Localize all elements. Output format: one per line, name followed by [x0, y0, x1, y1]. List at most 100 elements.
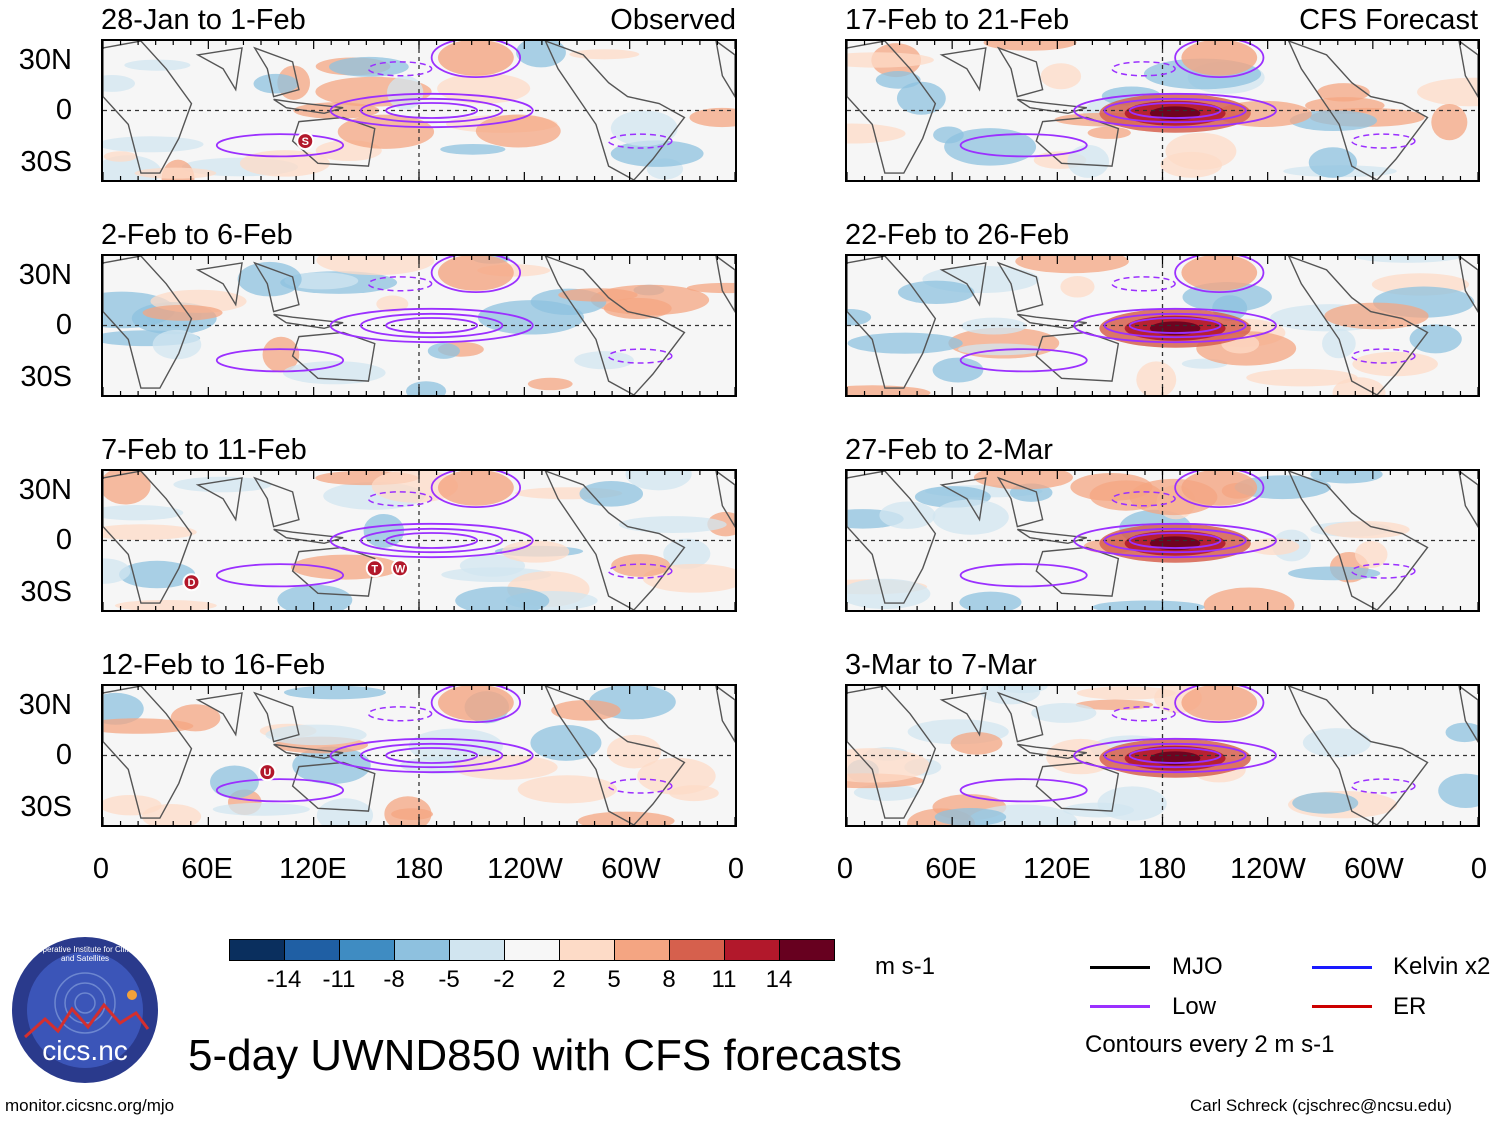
lat-label: 0 — [55, 309, 72, 341]
lon-label: 60E — [925, 853, 977, 885]
map-left-4: U — [101, 684, 737, 827]
map-svg — [847, 471, 1478, 610]
colorbar-tick-label: -14 — [266, 966, 302, 993]
colorbar-swatch — [559, 939, 615, 961]
colorbar-swatch — [394, 939, 450, 961]
cics-logo: cics.nc Cooperative Institute for Climat… — [10, 935, 160, 1085]
lat-label: 30S — [20, 146, 72, 178]
storm-marker: S — [296, 132, 315, 151]
lat-label: 0 — [55, 94, 72, 126]
colorbar-swatch — [724, 939, 780, 961]
lon-label: 120E — [279, 853, 347, 885]
colorbar-units: m s-1 — [875, 953, 935, 980]
panel-title: 22-Feb to 26-Feb — [845, 219, 1070, 251]
lon-label: 0 — [92, 853, 110, 885]
colorbar-swatch — [779, 939, 835, 961]
svg-text:T: T — [371, 563, 378, 575]
lon-label: 60W — [1344, 853, 1404, 885]
legend-line-kelvin — [1312, 966, 1372, 969]
legend-line-low — [1090, 1005, 1150, 1008]
legend-line-er — [1312, 1005, 1372, 1008]
colorbar-swatch — [449, 939, 505, 961]
legend-note: Contours every 2 m s-1 — [1085, 1031, 1335, 1058]
storm-marker: T — [365, 559, 384, 578]
lon-label: 120E — [1023, 853, 1091, 885]
footer-url: monitor.cicsnc.org/mjo — [5, 1096, 175, 1115]
legend-label-mjo: MJO — [1172, 953, 1223, 980]
colorbar-swatch — [504, 939, 560, 961]
map-right-4 — [845, 684, 1480, 827]
colorbar-swatch — [284, 939, 340, 961]
footer-credit: Carl Schreck (cjschrec@ncsu.edu) — [1190, 1096, 1452, 1115]
colorbar-swatch — [229, 939, 285, 961]
lon-label: 0 — [1470, 853, 1488, 885]
map-svg: U — [103, 686, 735, 825]
colorbar-tick-label: -2 — [493, 966, 515, 993]
lon-label: 0 — [836, 853, 854, 885]
map-right-2 — [845, 254, 1480, 397]
legend-label-er: ER — [1393, 993, 1427, 1020]
lat-label: 30N — [18, 259, 72, 291]
lon-label: 0 — [727, 853, 745, 885]
map-svg: S — [103, 41, 735, 180]
panel-title: 2-Feb to 6-Feb — [101, 219, 293, 251]
map-left-1: S — [101, 39, 737, 182]
lat-label: 0 — [55, 739, 72, 771]
colorbar-tick-label: 11 — [711, 966, 737, 993]
panel-title: 17-Feb to 21-Feb — [845, 4, 1070, 36]
colorbar-swatch — [614, 939, 670, 961]
colorbar-swatch — [669, 939, 725, 961]
lat-label: 0 — [55, 524, 72, 556]
logo-text: cics.nc — [42, 1035, 128, 1066]
observed-label: Observed — [610, 4, 736, 36]
forecast-label: CFS Forecast — [1299, 4, 1478, 36]
svg-text:W: W — [395, 563, 406, 575]
lon-label: 180 — [1137, 853, 1187, 885]
map-right-1 — [845, 39, 1480, 182]
storm-marker: W — [391, 559, 410, 578]
svg-text:U: U — [263, 767, 271, 779]
lat-label: 30S — [20, 361, 72, 393]
map-svg — [847, 256, 1478, 395]
legend-label-low: Low — [1172, 993, 1217, 1020]
lon-label: 120W — [1230, 853, 1306, 885]
colorbar-tick-label: 8 — [662, 966, 676, 993]
map-right-3 — [845, 469, 1480, 612]
legend-label-kelvin: Kelvin x2 — [1393, 953, 1491, 980]
lat-label: 30N — [18, 689, 72, 721]
panel-title: 27-Feb to 2-Mar — [845, 434, 1053, 466]
storm-marker: D — [182, 573, 201, 592]
svg-text:S: S — [302, 136, 309, 148]
map-svg — [847, 686, 1478, 825]
map-left-3: D T W — [101, 469, 737, 612]
colorbar-tick-label: 2 — [552, 966, 566, 993]
colorbar-tick-label: -5 — [438, 966, 460, 993]
colorbar-tick-label: -11 — [322, 966, 356, 993]
panel-title: 3-Mar to 7-Mar — [845, 649, 1037, 681]
logo-graphic — [12, 937, 158, 1083]
lon-label: 120W — [487, 853, 563, 885]
map-svg — [103, 256, 735, 395]
colorbar-tick-label: 14 — [765, 966, 793, 993]
lon-label: 180 — [394, 853, 444, 885]
colorbar-tick-label: -8 — [383, 966, 405, 993]
lon-label: 60E — [181, 853, 233, 885]
figure-title: 5-day UWND850 with CFS forecasts — [188, 1031, 902, 1080]
panel-title: 7-Feb to 11-Feb — [101, 434, 307, 466]
map-left-2 — [101, 254, 737, 397]
svg-text:D: D — [188, 577, 196, 589]
lat-label: 30S — [20, 791, 72, 823]
lat-label: 30N — [18, 44, 72, 76]
colorbar-tick-label: 5 — [607, 966, 621, 993]
colorbar-swatch — [339, 939, 395, 961]
logo-ring-text: Cooperative Institute for Climate and Sa… — [27, 945, 143, 963]
map-svg: D T W — [103, 471, 735, 610]
map-svg — [847, 41, 1478, 180]
lat-label: 30N — [18, 474, 72, 506]
panel-title: 28-Jan to 1-Feb — [101, 4, 306, 36]
lon-label: 60W — [601, 853, 661, 885]
panel-title: 12-Feb to 16-Feb — [101, 649, 326, 681]
legend-line-mjo — [1090, 966, 1150, 969]
lat-label: 30S — [20, 576, 72, 608]
storm-marker: U — [258, 763, 277, 782]
